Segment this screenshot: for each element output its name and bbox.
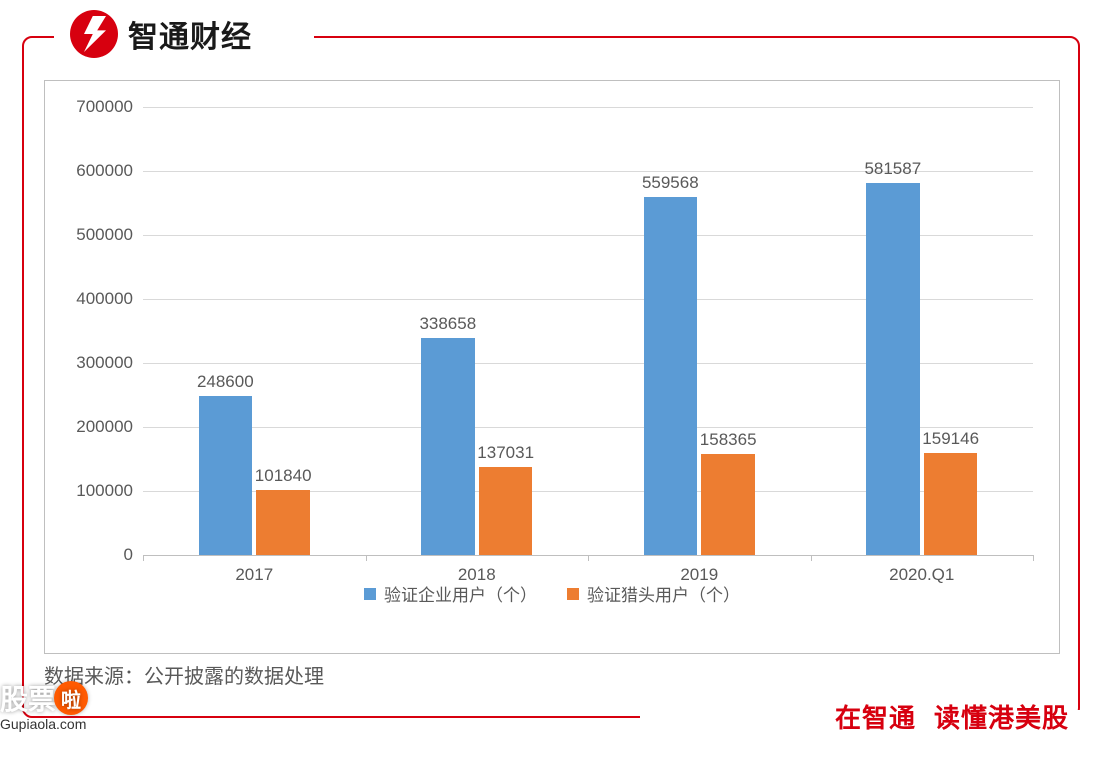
chart-legend: 验证企业用户（个） 验证猎头用户（个） [45,581,1059,606]
brand-name: 智通财经 [128,12,252,56]
legend-swatch-icon [567,588,579,600]
watermark: 股票 啦 Gupiaola.com [0,678,88,732]
brand: 智通财经 [70,10,252,58]
chart-plot-area: 0100000200000300000400000500000600000700… [143,107,1033,555]
y-axis-label: 100000 [43,481,133,501]
x-tick [366,555,367,561]
slogan-part2: 读懂港美股 [934,698,1069,735]
watermark-cn: 股票 啦 [0,678,88,718]
bar-value-label: 158365 [700,430,757,454]
bar [866,183,919,555]
y-axis-label: 600000 [43,161,133,181]
slogan: 在智通 读懂港美股 [835,698,1069,735]
bar [644,197,697,555]
y-axis-label: 500000 [43,225,133,245]
bar-value-label: 338658 [419,314,476,338]
y-axis-label: 200000 [43,417,133,437]
x-tick [588,555,589,561]
bar [479,467,532,555]
bar [421,338,474,555]
bar-value-label: 248600 [197,372,254,396]
watermark-cn-prefix: 股票 [0,678,56,718]
bar-value-label: 581587 [864,159,921,183]
legend-label: 验证猎头用户（个） [587,581,740,606]
slogan-part1: 在智通 [835,698,916,735]
bar [256,490,309,555]
x-tick [1033,555,1034,561]
gridline [143,107,1033,108]
y-axis-label: 400000 [43,289,133,309]
y-axis-label: 700000 [43,97,133,117]
legend-item: 验证企业用户（个） [364,581,537,606]
legend-label: 验证企业用户（个） [384,581,537,606]
brand-logo-icon [70,10,118,58]
x-tick [811,555,812,561]
legend-swatch-icon [364,588,376,600]
bar [924,453,977,555]
y-axis-label: 0 [43,545,133,565]
bar-value-label: 137031 [477,443,534,467]
legend-item: 验证猎头用户（个） [567,581,740,606]
y-axis-label: 300000 [43,353,133,373]
bar-value-label: 159146 [922,429,979,453]
bar-value-label: 101840 [255,466,312,490]
bar-value-label: 559568 [642,173,699,197]
bar [701,454,754,555]
watermark-en: Gupiaola.com [0,716,88,732]
x-tick [143,555,144,561]
watermark-badge-icon: 啦 [54,681,88,715]
chart-container: 0 100000 200000 300000 400000 500000 600000 700… [44,80,1060,654]
bar [199,396,252,555]
